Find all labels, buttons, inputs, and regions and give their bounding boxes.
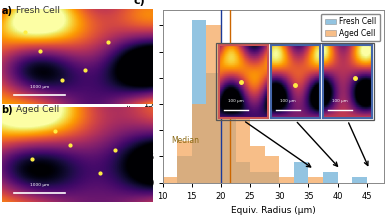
Text: Fresh Cell: Fresh Cell (16, 6, 60, 16)
Text: 100 μm: 100 μm (228, 99, 244, 103)
Bar (207, 25, 221, 183)
Bar (236, 114, 250, 183)
Text: 100 μm: 100 μm (332, 99, 348, 103)
Text: 1000 μm: 1000 μm (30, 84, 49, 89)
Bar (265, 172, 279, 183)
Bar (192, 104, 207, 183)
Bar (177, 141, 192, 183)
Bar (294, 162, 309, 183)
Bar (163, 177, 177, 183)
Bar (192, 20, 207, 183)
Text: 1000 μm: 1000 μm (30, 183, 49, 187)
Text: 100 μm: 100 μm (280, 99, 296, 103)
Bar (250, 172, 265, 183)
X-axis label: Equiv. Radius (μm): Equiv. Radius (μm) (231, 206, 316, 215)
Bar (236, 162, 250, 183)
Bar (207, 73, 221, 183)
Y-axis label: Number of Agglomerates: Number of Agglomerates (129, 39, 138, 153)
Bar (279, 177, 294, 183)
Bar (309, 177, 323, 183)
Text: c): c) (134, 0, 146, 6)
Text: Median: Median (171, 136, 200, 145)
Bar (221, 114, 236, 183)
Bar (352, 177, 367, 183)
Bar (323, 172, 338, 183)
Bar (177, 156, 192, 183)
Bar (265, 156, 279, 183)
Bar (221, 57, 236, 183)
Text: a): a) (1, 6, 12, 16)
Text: Aged Cell: Aged Cell (16, 105, 59, 114)
Text: b): b) (1, 105, 13, 115)
Bar (250, 146, 265, 183)
Legend: Fresh Cell, Aged Cell: Fresh Cell, Aged Cell (321, 14, 380, 41)
